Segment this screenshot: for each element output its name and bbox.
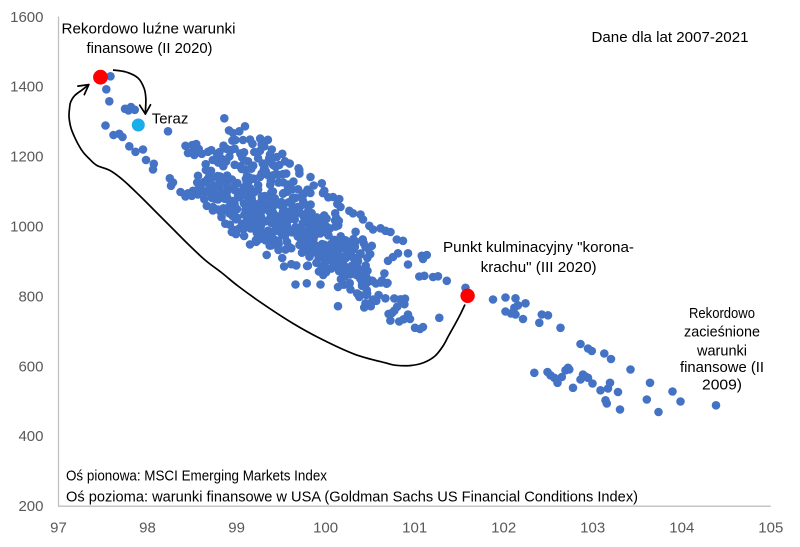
- svg-text:101: 101: [402, 519, 427, 536]
- svg-text:Oś pionowa: MSCI Emerging Mark: Oś pionowa: MSCI Emerging Markets Index: [66, 468, 328, 484]
- svg-text:finansowe (II: finansowe (II: [680, 360, 764, 376]
- svg-text:1400: 1400: [10, 79, 43, 96]
- svg-text:Rekordowo luźne warunki: Rekordowo luźne warunki: [62, 21, 236, 37]
- svg-text:2009): 2009): [702, 378, 742, 394]
- svg-text:800: 800: [18, 288, 43, 305]
- svg-text:97: 97: [50, 519, 67, 536]
- svg-text:finansowe (II 2020): finansowe (II 2020): [87, 41, 213, 57]
- svg-text:1200: 1200: [10, 149, 43, 166]
- svg-text:200: 200: [18, 498, 43, 515]
- svg-text:103: 103: [580, 519, 605, 536]
- svg-text:400: 400: [18, 428, 43, 445]
- svg-text:Punkt kulminacyjny "korona-: Punkt kulminacyjny "korona-: [443, 240, 634, 256]
- svg-text:Oś pozioma: warunki finansowe: Oś pozioma: warunki finansowe w USA (Gol…: [66, 489, 638, 505]
- svg-text:1000: 1000: [10, 219, 43, 236]
- svg-text:600: 600: [18, 358, 43, 375]
- svg-text:1600: 1600: [10, 9, 43, 26]
- svg-text:99: 99: [228, 519, 245, 536]
- svg-text:krachu" (III 2020): krachu" (III 2020): [481, 260, 597, 276]
- svg-text:105: 105: [758, 519, 783, 536]
- svg-text:100: 100: [313, 519, 338, 536]
- svg-text:warunki: warunki: [696, 344, 747, 360]
- svg-text:98: 98: [139, 519, 156, 536]
- svg-text:Teraz: Teraz: [152, 111, 189, 127]
- svg-text:104: 104: [669, 519, 694, 536]
- svg-text:102: 102: [491, 519, 516, 536]
- svg-text:Dane dla lat 2007-2021: Dane dla lat 2007-2021: [592, 30, 749, 46]
- svg-text:zacieśnione: zacieśnione: [684, 325, 760, 341]
- svg-text:Rekordowo: Rekordowo: [689, 306, 755, 322]
